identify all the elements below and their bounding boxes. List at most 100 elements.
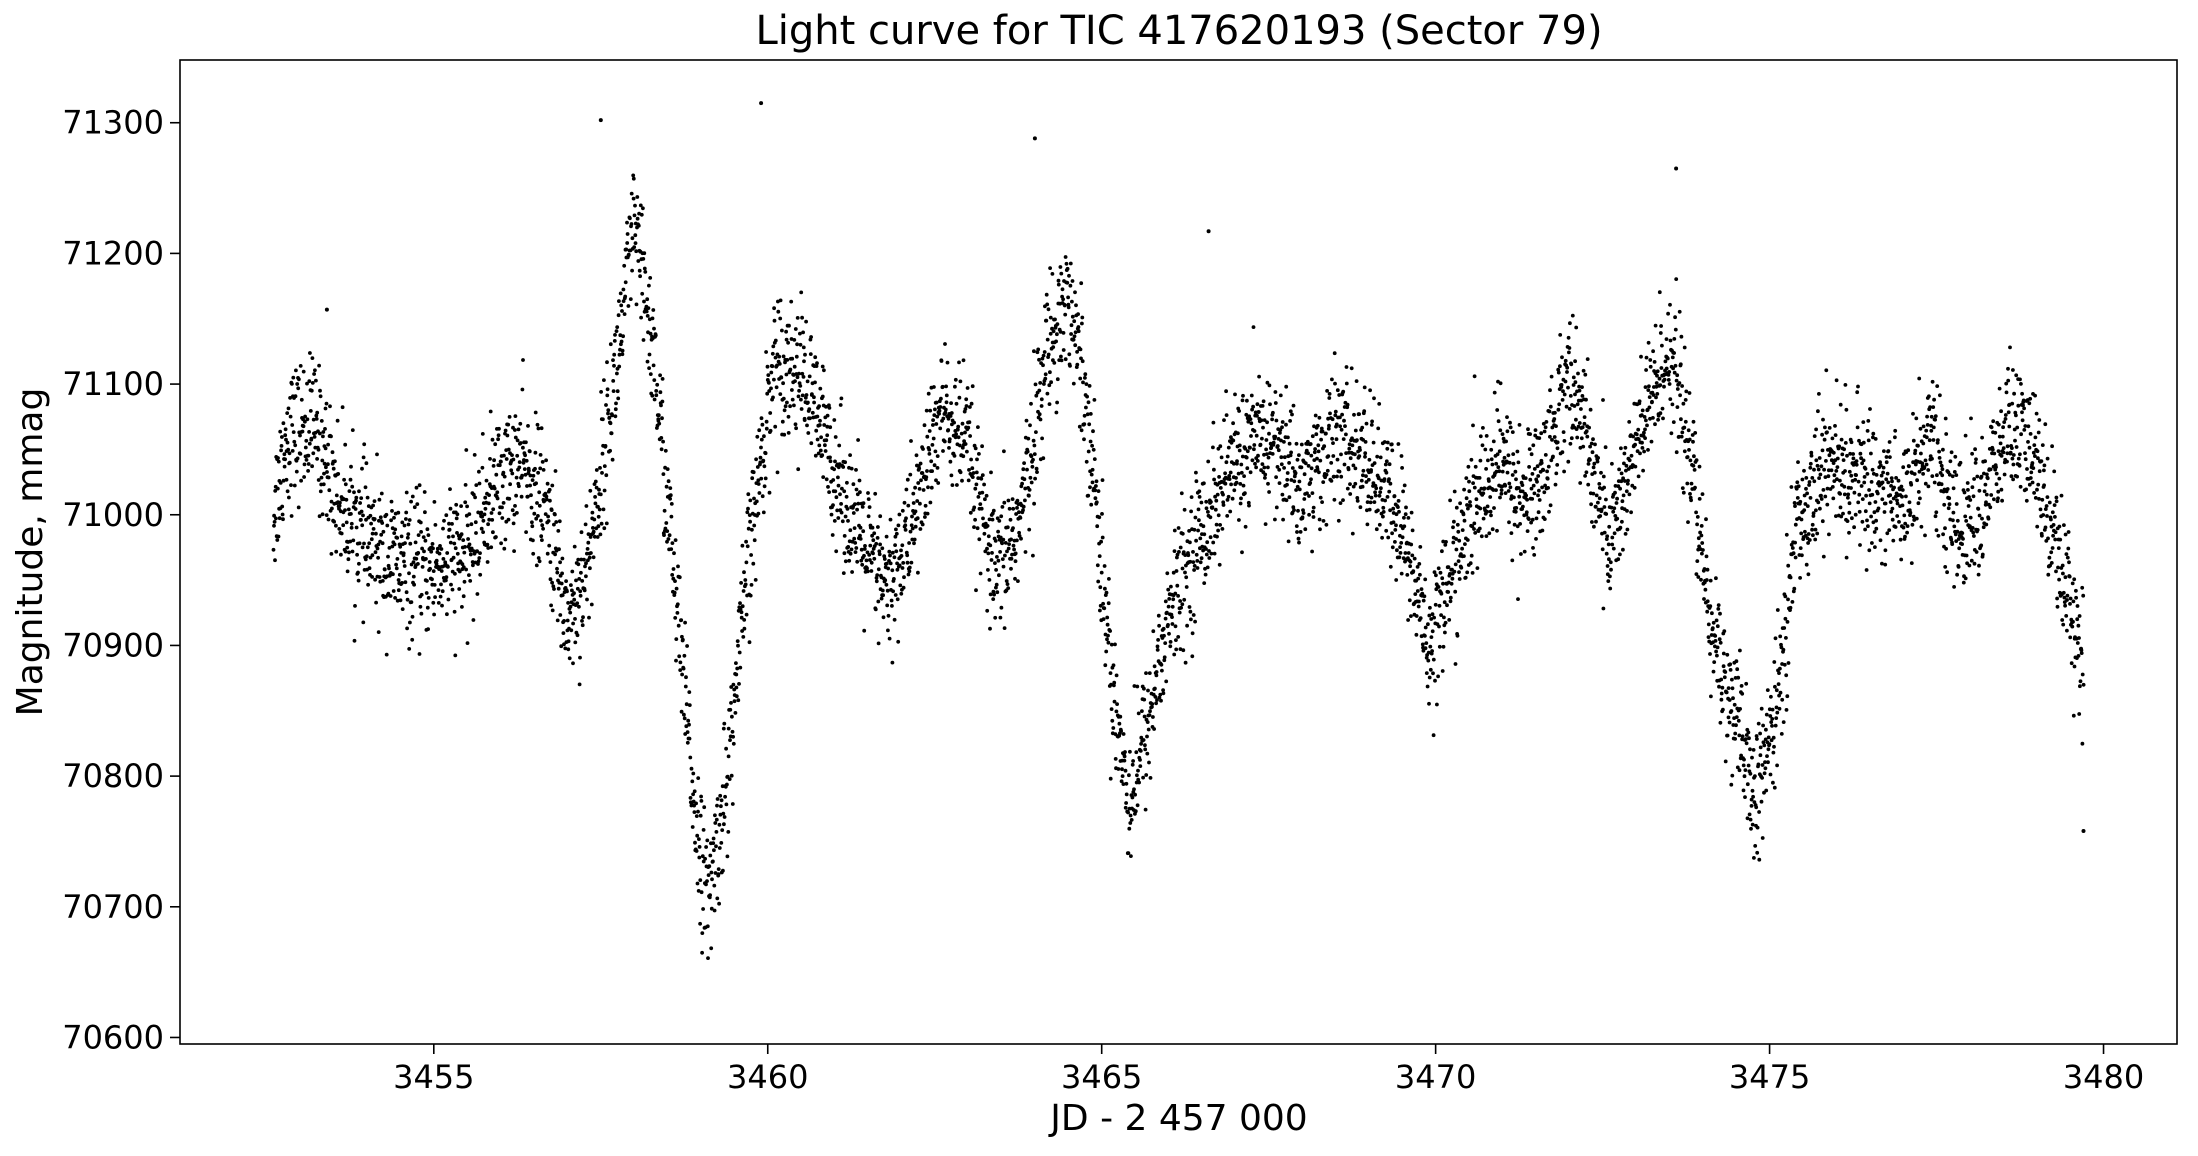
data-point [1055,322,1060,326]
data-point [397,572,402,577]
data-point [890,604,894,608]
data-point [1806,572,1811,577]
data-point [1556,407,1561,412]
data-point [1114,709,1119,714]
data-point [431,569,436,573]
data-point [1268,402,1272,407]
data-point [1176,594,1180,598]
data-point [1266,455,1271,460]
data-point [1303,461,1308,466]
data-point [589,602,594,607]
data-point [1658,331,1663,335]
data-point [878,514,883,519]
data-point [766,373,771,377]
data-point [453,571,457,576]
data-point [1870,541,1874,545]
data-point [1657,290,1662,295]
data-point [989,558,994,562]
data-point [1352,412,1356,417]
data-point [892,617,897,622]
data-point [1631,434,1635,439]
data-point [1767,742,1772,747]
data-point [1705,609,1710,614]
data-point [685,730,690,734]
data-point [1934,510,1939,515]
data-point [731,682,736,687]
data-point [1945,487,1950,491]
data-point [1804,476,1809,480]
data-point [1267,490,1271,494]
data-point [558,560,562,565]
data-point [1581,368,1586,373]
data-point [1559,383,1564,387]
data-point [1488,509,1493,514]
data-point [322,471,326,476]
data-point [461,538,466,542]
data-point [1405,573,1410,577]
data-point [1151,629,1156,634]
data-point [1750,755,1754,760]
data-point [1223,481,1228,486]
data-point [386,554,390,559]
data-point [1511,452,1516,456]
data-point [1198,536,1203,541]
data-point [1258,442,1263,447]
data-point [1714,649,1718,654]
data-point [938,405,943,409]
data-point [720,828,725,832]
data-point [1013,559,1018,564]
data-point [1489,447,1494,452]
data-point [852,526,857,530]
data-point [490,518,495,522]
data-point [1475,566,1480,570]
data-point [1895,501,1900,506]
data-point [752,538,757,543]
data-point [596,504,600,509]
data-point [795,316,800,320]
data-point [605,360,609,365]
data-point [1691,463,1696,468]
data-point [1664,337,1669,341]
data-point [1571,383,1576,387]
data-point [858,537,863,541]
data-point [302,462,307,467]
data-point [441,526,445,531]
data-point [1604,537,1609,541]
data-point [1684,389,1689,394]
data-point [734,694,739,699]
data-point [1173,624,1178,629]
data-point [933,407,937,412]
data-point [1597,482,1602,486]
data-point [1622,451,1627,456]
data-point [1874,526,1879,531]
data-point [1083,372,1088,377]
data-point [1484,467,1488,471]
data-point [858,525,863,530]
data-point [786,340,790,345]
data-point [913,485,917,490]
data-point [503,537,508,542]
data-point [1763,766,1768,771]
data-point [939,359,944,363]
data-point [589,551,593,555]
data-point [1931,405,1936,409]
data-point [1191,550,1195,554]
data-point [991,597,996,601]
data-point [998,535,1003,540]
data-point [570,588,574,593]
data-point [1558,333,1563,337]
data-point [1161,626,1166,631]
data-point [1969,416,1973,421]
data-point [1562,392,1567,397]
data-point [902,500,907,505]
data-point [1205,540,1210,545]
data-point [625,241,630,245]
data-point [1460,528,1465,532]
data-point [1477,526,1482,531]
data-point [1979,474,1984,479]
data-point [1762,743,1767,748]
data-point [1043,372,1048,377]
data-point [900,508,905,513]
data-point [1273,517,1277,522]
data-point [936,481,941,485]
